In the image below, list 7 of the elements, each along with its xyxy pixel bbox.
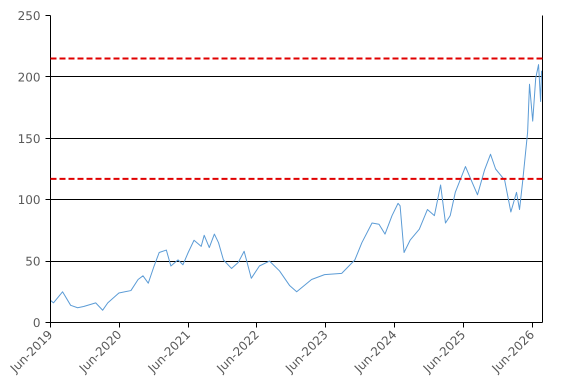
y-tick-label: 150	[18, 132, 40, 146]
line-series	[50, 64, 542, 311]
y-tick-label: 0	[32, 316, 41, 330]
y-tick-label: 200	[18, 70, 40, 84]
y-tick-label: 250	[18, 9, 40, 23]
y-tick-label: 50	[25, 254, 41, 269]
y-tick-label: 100	[18, 193, 40, 208]
